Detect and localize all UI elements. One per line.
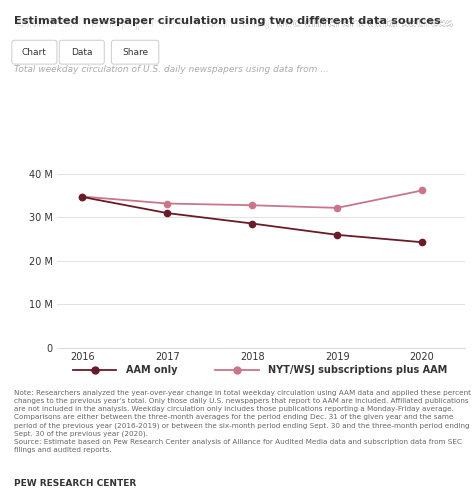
Text: Share: Share (122, 48, 148, 57)
Text: Estimated newspaper circulation using two different data sources: Estimated newspaper circulation using tw… (14, 17, 453, 30)
Text: Total weekday circulation of U.S. daily newspapers using data from ...: Total weekday circulation of U.S. daily … (14, 65, 329, 74)
Text: Note: Researchers analyzed the year-over-year change in total weekday circulatio: Note: Researchers analyzed the year-over… (14, 390, 471, 453)
Text: Chart: Chart (22, 48, 47, 57)
Text: —: — (89, 365, 100, 375)
Text: PEW RESEARCH CENTER: PEW RESEARCH CENTER (14, 479, 137, 488)
Text: Estimated newspaper circulation using
two different data sources: Estimated newspaper circulation using tw… (14, 17, 273, 45)
Text: Estimated newspaper circulation using two different data sources: Estimated newspaper circulation using tw… (14, 16, 441, 26)
Text: AAM only: AAM only (126, 365, 177, 375)
Text: Data: Data (71, 48, 92, 57)
Text: NYT/WSJ subscriptions plus AAM: NYT/WSJ subscriptions plus AAM (268, 365, 447, 375)
Text: Estimated newspaper circulation using two different data sources: Estimated newspaper circulation using tw… (14, 17, 453, 30)
